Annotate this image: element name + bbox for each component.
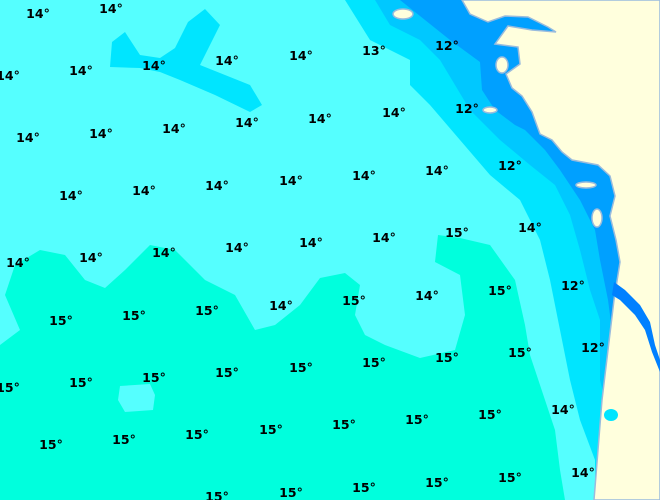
island xyxy=(591,208,603,228)
temperature-label: 14° xyxy=(26,6,50,21)
temperature-label: 14° xyxy=(551,402,575,417)
temperature-label: 14° xyxy=(0,68,20,83)
temperature-label: 15° xyxy=(289,360,313,375)
temperature-label: 14° xyxy=(279,173,303,188)
temperature-label: 15° xyxy=(112,432,136,447)
sea-13-5-patch xyxy=(110,9,262,112)
temperature-label: 12° xyxy=(581,340,605,355)
temperature-label: 15° xyxy=(488,283,512,298)
temperature-label: 14° xyxy=(16,130,40,145)
temperature-label: 12° xyxy=(455,101,479,116)
temperature-label: 15° xyxy=(39,437,63,452)
land xyxy=(461,0,660,500)
temperature-label: 15° xyxy=(205,489,229,500)
temperature-label: 15° xyxy=(142,370,166,385)
temperature-label: 15° xyxy=(498,470,522,485)
island xyxy=(392,8,414,20)
temperature-label: 15° xyxy=(435,350,459,365)
temperature-label: 14° xyxy=(308,111,332,126)
island xyxy=(495,56,509,74)
temperature-label: 13° xyxy=(362,43,386,58)
temperature-label: 14° xyxy=(59,188,83,203)
temperature-label: 15° xyxy=(49,313,73,328)
temperature-label: 14° xyxy=(69,63,93,78)
temperature-label: 14° xyxy=(425,163,449,178)
temperature-label: 14° xyxy=(162,121,186,136)
temperature-label: 14° xyxy=(352,168,376,183)
temperature-label: 14° xyxy=(372,230,396,245)
temperature-label: 14° xyxy=(79,250,103,265)
temperature-label: 15° xyxy=(195,303,219,318)
temperature-label: 14° xyxy=(132,183,156,198)
temperature-label: 14° xyxy=(299,235,323,250)
temperature-label: 14° xyxy=(205,178,229,193)
temperature-labels: 14° 14° 14° 14° 14° 14° 14° 13° 12° 14° 14° 14° 14° 1… xyxy=(0,1,605,500)
temperature-label: 15° xyxy=(478,407,502,422)
temperature-label: 15° xyxy=(405,412,429,427)
island xyxy=(575,181,597,189)
temperature-label: 12° xyxy=(435,38,459,53)
temperature-label: 15° xyxy=(0,380,20,395)
temperature-label: 14° xyxy=(89,126,113,141)
sea-15-zone xyxy=(0,235,565,500)
lake xyxy=(604,409,618,421)
temperature-label: 15° xyxy=(215,365,239,380)
temperature-label: 15° xyxy=(122,308,146,323)
temperature-label: 15° xyxy=(279,485,303,500)
temperature-label: 14° xyxy=(382,105,406,120)
temperature-label: 14° xyxy=(6,255,30,270)
temperature-label: 15° xyxy=(362,355,386,370)
temperature-label: 15° xyxy=(185,427,209,442)
temperature-label: 15° xyxy=(508,345,532,360)
temperature-label: 14° xyxy=(152,245,176,260)
gironde-estuary xyxy=(612,282,660,372)
temperature-label: 15° xyxy=(445,225,469,240)
temperature-label: 14° xyxy=(571,465,595,480)
temperature-label: 12° xyxy=(561,278,585,293)
temperature-label: 15° xyxy=(342,293,366,308)
temperature-label: 15° xyxy=(332,417,356,432)
temperature-label: 14° xyxy=(142,58,166,73)
temperature-label: 14° xyxy=(235,115,259,130)
island xyxy=(482,106,498,114)
temperature-label: 14° xyxy=(99,1,123,16)
temperature-label: 15° xyxy=(259,422,283,437)
temperature-label: 14° xyxy=(225,240,249,255)
temperature-label: 15° xyxy=(352,480,376,495)
temperature-label: 15° xyxy=(69,375,93,390)
temperature-label: 14° xyxy=(289,48,313,63)
sea-14-patch xyxy=(118,384,155,412)
temperature-label: 14° xyxy=(415,288,439,303)
temperature-label: 15° xyxy=(425,475,449,490)
temperature-label: 14° xyxy=(269,298,293,313)
temperature-label: 14° xyxy=(518,220,542,235)
temperature-label: 12° xyxy=(498,158,522,173)
temperature-label: 14° xyxy=(215,53,239,68)
